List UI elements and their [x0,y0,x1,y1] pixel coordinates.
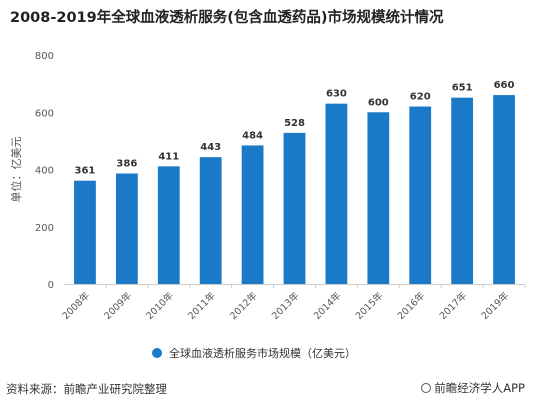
data-label: 660 [494,80,515,91]
legend: 全球血液透析服务市场规模（亿美元） [152,346,356,360]
bar [493,95,515,284]
brand-credit: 前瞻经济学人APP [421,380,525,396]
x-tick-label: 2009年 [102,289,135,322]
x-tick-label: 2012年 [227,289,260,322]
bar [241,145,264,284]
y-tick-label: 600 [35,108,54,119]
bar [367,112,390,284]
data-label: 361 [75,166,96,177]
data-label: 620 [410,92,431,103]
source-note: 资料来源：前瞻产业研究院整理 [6,382,167,396]
x-tick-label: 2011年 [185,289,218,322]
x-tick-label: 2013年 [269,289,302,322]
x-tick-label: 2008年 [60,289,93,322]
x-tick-label: 2015年 [353,289,386,322]
brand-logo-icon [421,383,432,393]
bar-chart: 0 200 400 600 800 单位：亿美元 2008年 2009年 2010年 2011年 2… [9,51,526,360]
data-label: 528 [284,118,305,129]
brand-text: 前瞻经济学人APP [434,381,525,395]
bar [199,157,222,284]
y-axis-label: 单位：亿美元 [9,137,23,203]
x-tick-label: 2019年 [479,289,512,322]
data-label: 630 [326,89,347,100]
legend-label: 全球血液透析服务市场规模（亿美元） [169,346,356,360]
bar [325,103,348,284]
bar [115,173,138,284]
bars: 361 386 411 443 484 528 630 600 620 651 660 [74,80,515,285]
y-tick-label: 200 [35,223,54,234]
bar [409,106,432,285]
bar [157,166,180,284]
bar [74,180,96,284]
data-label: 651 [452,83,473,94]
x-tick-label: 2016年 [395,289,428,322]
data-label: 443 [200,142,221,153]
chart-title: 2008-2019年全球血液透析服务(包含血透药品)市场规模统计情况 [10,10,444,26]
bar [451,97,474,285]
y-tick-label: 0 [48,280,54,291]
data-label: 386 [116,159,137,170]
x-tick-label: 2010年 [144,289,177,322]
y-tick-label: 800 [35,51,54,62]
x-tick-label: 2014年 [311,289,344,322]
data-label: 600 [368,97,389,108]
data-label: 411 [158,151,179,162]
data-label: 484 [242,130,263,141]
bar [283,132,306,284]
legend-marker [152,348,162,358]
x-tick-label: 2017年 [437,289,470,322]
y-tick-label: 400 [35,166,54,177]
